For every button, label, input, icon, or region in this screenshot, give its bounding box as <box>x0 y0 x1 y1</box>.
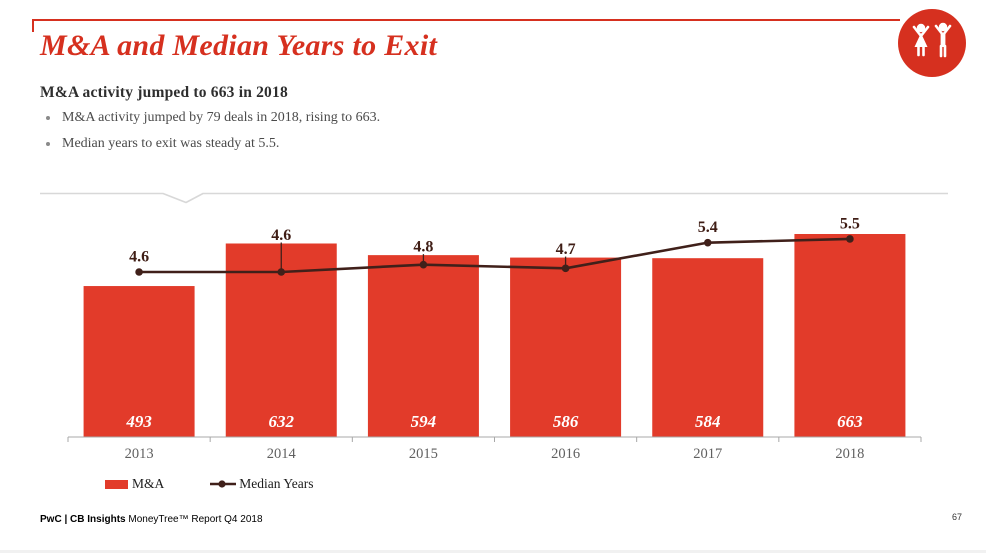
ma-legend-swatch <box>105 479 128 489</box>
bullet-item: Median years to exit was steady at 5.5. <box>44 131 380 157</box>
slide-subtitle: M&A activity jumped to 663 in 2018 <box>40 84 288 101</box>
bar-value-label: 586 <box>553 412 579 431</box>
legend-label: M&A <box>132 476 165 491</box>
ma-median-years-chart: 493 632 594 586 584 663 2013 2014 2015 2016 2017 20… <box>67 215 922 462</box>
bar-value-label: 493 <box>125 412 152 431</box>
x-axis-label: 2013 <box>125 446 154 462</box>
median-years-value-label: 4.6 <box>129 249 149 266</box>
median-years-line <box>139 237 850 274</box>
footer: PwC | CB Insights MoneyTree™ Report Q4 2… <box>40 514 263 525</box>
x-axis-label: 2014 <box>267 446 297 462</box>
page-number: 67 <box>951 512 962 522</box>
median-years-value-label: 4.8 <box>413 239 433 256</box>
median-years-value-label: 4.7 <box>556 241 576 258</box>
bar-value-label: 584 <box>695 412 721 431</box>
bar-2018 <box>794 234 906 437</box>
footer-report-name: MoneyTree™ Report Q4 2018 <box>128 514 263 525</box>
footer-brand: PwC | CB Insights <box>40 514 126 525</box>
x-axis-label: 2016 <box>551 446 580 462</box>
legend-item-ma: M&A <box>105 476 164 492</box>
bullet-item: M&A activity jumped by 79 deals in 2018,… <box>44 105 380 131</box>
median-years-value-label: 4.6 <box>271 227 291 244</box>
page-title: M&A and Median Years to Exit <box>40 29 438 62</box>
median-years-point <box>135 268 143 276</box>
bar-2017 <box>652 258 764 437</box>
bar-2013 <box>83 286 195 437</box>
median-years-value-label: 5.5 <box>840 215 860 232</box>
median-years-point <box>277 268 286 276</box>
median-years-value-label: 5.4 <box>698 219 718 236</box>
x-axis-label: 2015 <box>409 446 438 462</box>
median-years-point <box>703 238 712 247</box>
bullet-list: M&A activity jumped by 79 deals in 2018,… <box>44 105 380 157</box>
x-axis-label: 2017 <box>693 446 722 462</box>
median-years-point <box>561 264 570 273</box>
median-years-legend-marker <box>210 480 237 488</box>
chart-legend: M&A Median Years <box>105 476 314 492</box>
x-axis-label: 2018 <box>835 446 864 462</box>
bar-2016 <box>510 257 622 437</box>
median-years-point <box>419 260 428 269</box>
legend-label: Median Years <box>239 476 314 491</box>
bar-2015 <box>367 255 479 437</box>
bar-value-label: 632 <box>269 412 295 431</box>
bar-value-label: 594 <box>411 412 437 431</box>
bar-value-label: 663 <box>837 412 863 431</box>
celebrating-people-icon <box>898 9 966 77</box>
median-years-point <box>846 235 854 243</box>
top-accent-rule <box>32 19 900 32</box>
legend-item-median-years: Median Years <box>210 476 314 492</box>
section-divider <box>40 192 948 204</box>
